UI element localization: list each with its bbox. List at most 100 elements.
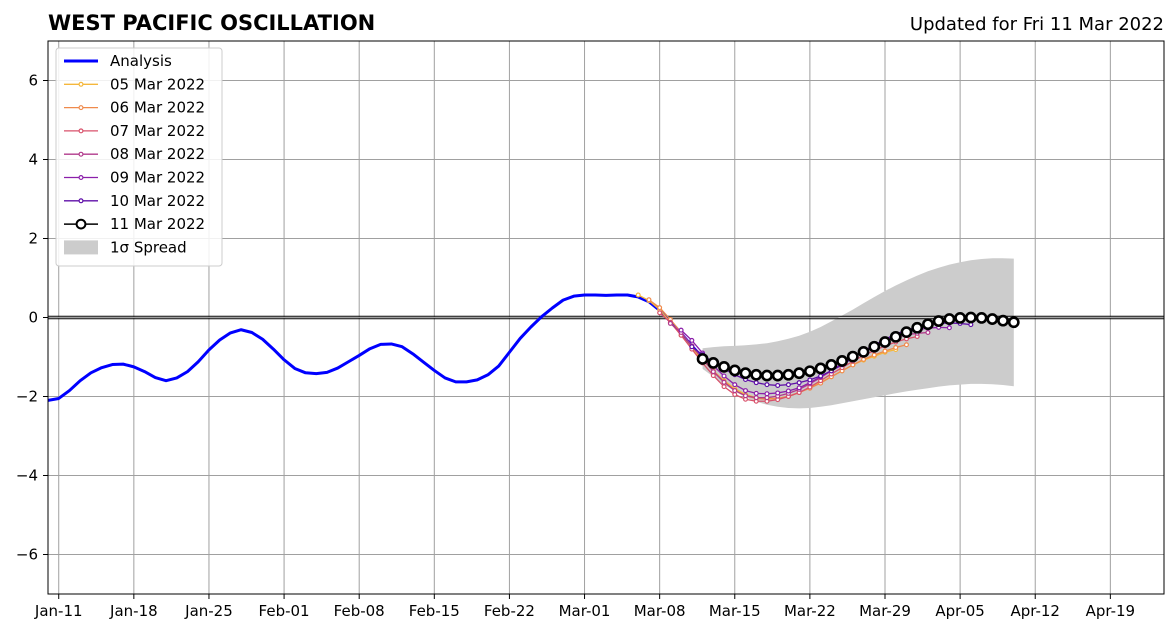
legend-forecast-label: 05 Mar 2022 [110,75,205,93]
legend-forecast-label: 06 Mar 2022 [110,99,205,117]
legend-forecast-marker [78,81,84,87]
forecast-point [943,313,956,325]
forecast-point [764,391,770,397]
legend-forecast-marker [78,198,84,204]
forecast-point [785,388,791,394]
spread-band [702,258,1014,409]
x-tick-label: Apr-12 [1010,602,1060,620]
forecast-point [882,348,888,354]
forecast-point [732,388,738,394]
forecast-point [753,380,759,386]
forecast-point [807,377,813,383]
forecast-point [710,369,716,375]
forecast-point [764,395,770,401]
forecast-point [764,382,770,388]
y-tick-label: 2 [28,230,38,248]
forecast-point [922,318,934,331]
forecast-point [742,393,748,399]
x-tick-label: Feb-01 [259,602,310,620]
legend-spread-label: 1σ Spread [110,238,187,256]
legend-box [55,47,223,267]
legend-forecast-label: 08 Mar 2022 [110,145,205,163]
y-tick-label: −4 [16,467,38,485]
legend-forecast-label: 09 Mar 2022 [110,169,205,187]
legend-forecast-marker [78,175,84,181]
y-tick-label: −6 [16,546,38,564]
analysis-series-line [48,293,704,402]
x-tick-label: Mar-22 [784,602,836,620]
x-tick-label: Mar-08 [634,602,686,620]
x-tick-label: Apr-05 [935,602,985,620]
forecast-point [782,368,795,381]
forecast-point [667,320,673,326]
forecast-point [646,297,652,303]
forecast-point [785,382,791,388]
legend-forecast-marker [78,105,84,111]
x-tick-label: Mar-29 [859,602,911,620]
chart-title: WEST PACIFIC OSCILLATION [48,11,375,35]
x-tick-label: Feb-08 [334,602,385,620]
forecast-point [657,310,663,316]
legend-forecast-marker [78,128,84,134]
forecast-point [836,355,848,367]
forecast-point [814,362,827,375]
forecast-point [771,369,784,382]
legend-forecast-label: 10 Mar 2022 [110,192,205,210]
forecast-point [818,373,824,379]
forecast-point [696,353,709,365]
forecast-point [721,379,727,385]
forecast-point [925,330,931,336]
y-tick-label: 0 [28,309,38,327]
forecast-point [710,373,716,379]
forecast-point [635,292,641,298]
legend-analysis-label: Analysis [110,52,172,70]
forecast-point [732,382,738,388]
x-tick-label: Jan-11 [34,602,83,620]
forecast-point [861,356,867,362]
forecast-point [739,367,752,380]
legend-spread-swatch [64,240,98,255]
forecast-point [1007,316,1020,329]
forecast-point [903,342,909,348]
forecast-point [911,321,924,334]
forecast-point [728,364,741,377]
x-tick-label: Feb-22 [484,602,535,620]
forecast-point [732,392,738,398]
legend: Analysis 05 Mar 2022 06 Mar 2022 07 Mar 202… [55,47,223,267]
forecast-point [753,390,759,396]
forecast-point [750,368,763,381]
forecast-point [986,313,999,325]
forecast-point [707,357,720,369]
x-tick-label: Mar-01 [559,602,611,620]
forecast-point [871,352,877,358]
x-tick-label: Jan-18 [109,602,158,620]
forecast-point [954,311,967,324]
forecast-point [857,345,870,358]
updated-label: Updated for Fri 11 Mar 2022 [910,14,1164,35]
x-tick-label: Apr-19 [1086,602,1136,620]
x-tick-label: Feb-15 [409,602,460,620]
forecast-point [825,358,838,371]
forecast-point [879,336,891,348]
forecast-point [657,305,663,311]
x-tick-label: Mar-15 [709,602,761,620]
legend-forecast-marker [78,151,84,157]
forecast-point [793,367,806,380]
forecast-point [775,390,781,396]
forecast-point [893,345,899,351]
y-tick-label: 4 [28,151,38,169]
forecast-point [889,330,902,343]
forecast-point [868,340,881,353]
forecast-point [689,344,695,350]
forecast-point [718,360,730,373]
legend-forecast-label: 07 Mar 2022 [110,122,205,140]
forecast-point [846,350,859,363]
legend-forecast-marker [75,218,87,230]
forecast-point [796,380,802,386]
series-group [48,292,1020,404]
forecast-point [753,395,759,401]
x-tick-label: Jan-25 [184,602,233,620]
forecast-point [721,384,727,390]
forecast-point [796,385,802,391]
